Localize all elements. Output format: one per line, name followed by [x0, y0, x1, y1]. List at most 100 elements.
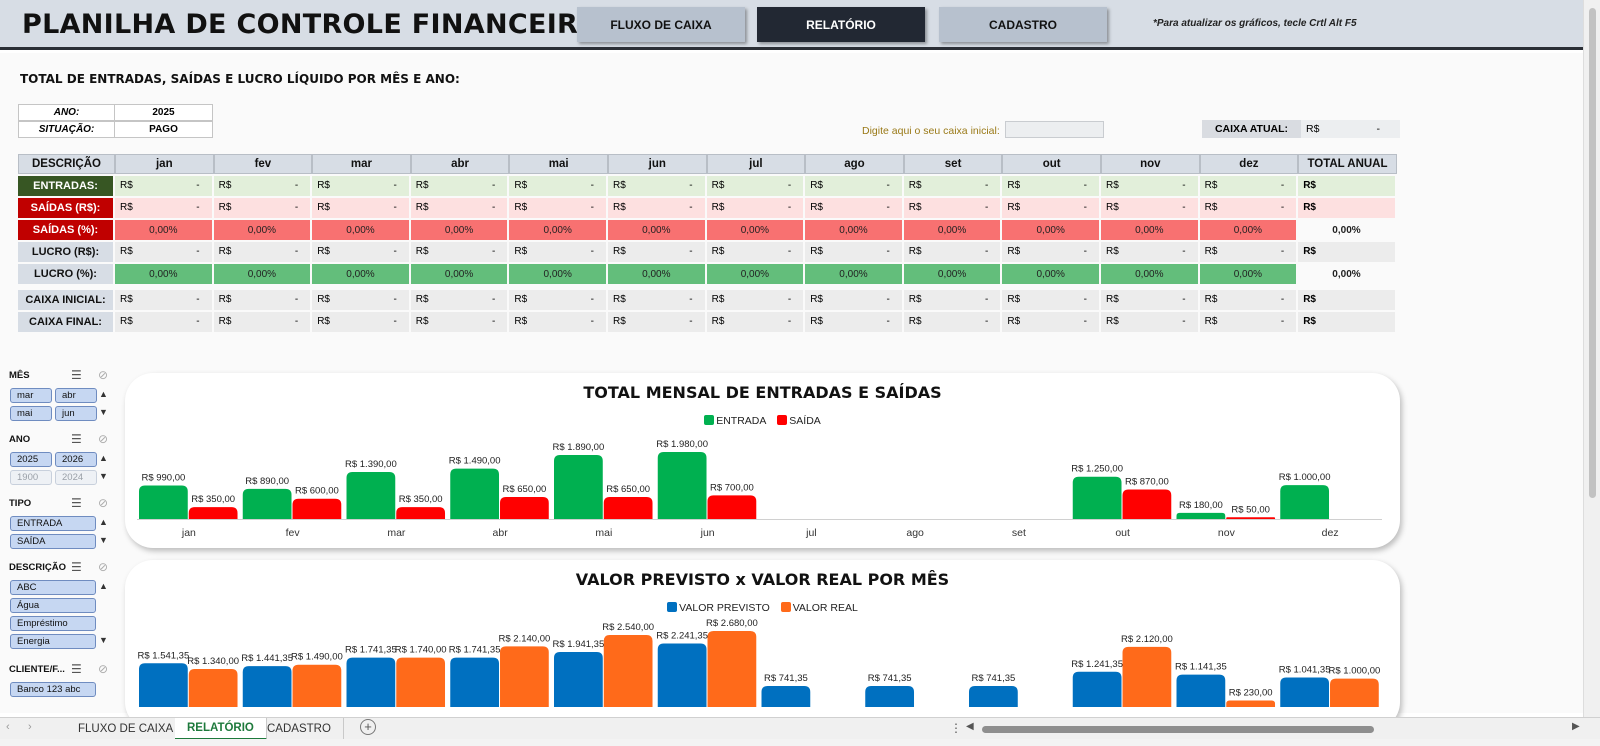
slicer-scroll-up-icon[interactable]: ▲	[99, 581, 108, 591]
slicer-item[interactable]: abr	[55, 388, 97, 403]
bar-valor-previsto-jul[interactable]	[761, 685, 811, 707]
bar-saída-jun[interactable]	[707, 495, 757, 519]
add-sheet-icon[interactable]: +	[360, 719, 376, 735]
value-cell: 0,00%	[213, 220, 311, 240]
clear-filter-icon[interactable]: ⊘	[98, 432, 109, 446]
slicer-scroll-down-icon[interactable]: ▼	[99, 471, 108, 481]
clear-filter-icon[interactable]: ⊘	[98, 496, 109, 510]
value-cell: R$ -	[608, 290, 705, 310]
slicer-item[interactable]: SAÍDA	[10, 534, 96, 549]
slicer-item[interactable]: Banco 123 abc	[10, 682, 96, 697]
bar-valor-real-mar[interactable]	[396, 657, 446, 707]
slicer-item[interactable]: Energia	[10, 634, 96, 649]
bar-entrada-mai[interactable]	[554, 455, 603, 519]
multi-select-icon[interactable]: ☰	[71, 496, 82, 510]
ano-label: ANO:	[18, 104, 115, 121]
bar-valor-previsto-jan[interactable]	[139, 663, 188, 707]
bar-saída-mai[interactable]	[603, 497, 653, 519]
multi-select-icon[interactable]: ☰	[71, 368, 82, 382]
bar-valor-previsto-dez[interactable]	[1280, 677, 1330, 707]
clear-filter-icon[interactable]: ⊘	[98, 368, 109, 382]
situacao-value[interactable]: PAGO	[115, 121, 213, 138]
slicer-item[interactable]: 2024	[55, 470, 97, 485]
slicer-item[interactable]: ENTRADA	[10, 516, 96, 531]
tab-relatorio[interactable]: RELATÓRIO	[175, 718, 267, 740]
hscroll-left-icon[interactable]: ◀	[966, 721, 974, 732]
data-label: R$ 700,00	[710, 482, 754, 493]
slicer-item[interactable]: jun	[55, 406, 97, 421]
bar-entrada-abr[interactable]	[450, 468, 500, 519]
bar-entrada-fev[interactable]	[242, 488, 292, 519]
bar-entrada-out[interactable]	[1072, 476, 1122, 519]
amount-value: -	[1182, 294, 1186, 305]
more-options-icon[interactable]: ⋮	[950, 721, 962, 735]
bar-saída-nov[interactable]	[1226, 517, 1276, 519]
hscroll-right-icon[interactable]: ▶	[1572, 721, 1580, 732]
bar-valor-real-jun[interactable]	[707, 631, 757, 707]
bar-valor-real-abr[interactable]	[500, 646, 549, 707]
bar-valor-previsto-nov[interactable]	[1176, 674, 1226, 707]
bar-saída-jan[interactable]	[188, 507, 238, 519]
value-cell: R$ -	[903, 290, 1001, 310]
slicer-item[interactable]: ABC	[10, 580, 96, 595]
slicer-scroll-up-icon[interactable]: ▲	[99, 389, 108, 399]
bar-valor-real-jan[interactable]	[188, 669, 238, 707]
tab-fluxo-de-caixa[interactable]: FLUXO DE CAIXA	[66, 718, 187, 740]
bar-entrada-jan[interactable]	[139, 485, 188, 520]
value-cell: 0,00%	[1101, 264, 1198, 284]
slicer-scroll-down-icon[interactable]: ▼	[99, 535, 108, 545]
slicer-item[interactable]: Água	[10, 598, 96, 613]
bar-valor-previsto-mar[interactable]	[346, 657, 396, 707]
slicer-item[interactable]: mai	[10, 406, 52, 421]
bar-valor-previsto-jun[interactable]	[657, 643, 707, 707]
slicer-scroll-down-icon[interactable]: ▼	[99, 407, 108, 417]
slicer-scroll-up-icon[interactable]: ▲	[99, 453, 108, 463]
currency-symbol: R$	[1106, 180, 1119, 191]
header-month-jul: jul	[706, 154, 806, 174]
bar-valor-previsto-set[interactable]	[969, 685, 1018, 707]
slicer-scroll-down-icon[interactable]: ▼	[99, 635, 108, 645]
nav-relatorio-button[interactable]: RELATÓRIO	[757, 7, 925, 42]
value-cell: R$ -	[213, 290, 311, 310]
bar-valor-real-nov[interactable]	[1226, 700, 1276, 707]
tab-scroll-left-icon[interactable]: ‹	[6, 721, 10, 733]
caixa-inicial-input[interactable]	[1005, 121, 1104, 138]
slicer-item[interactable]: 2026	[55, 452, 97, 467]
bar-saída-fev[interactable]	[292, 498, 342, 519]
bar-saída-out[interactable]	[1122, 489, 1172, 519]
slicer-item[interactable]: mar	[10, 388, 52, 403]
clear-filter-icon[interactable]: ⊘	[98, 662, 109, 676]
bar-valor-real-mai[interactable]	[603, 634, 653, 707]
bar-entrada-jun[interactable]	[657, 452, 707, 519]
horizontal-scroll-thumb[interactable]	[982, 726, 1374, 733]
bar-entrada-dez[interactable]	[1280, 485, 1330, 519]
slicer-scroll-up-icon[interactable]: ▲	[99, 517, 108, 527]
bar-valor-previsto-abr[interactable]	[450, 657, 500, 707]
bar-valor-real-out[interactable]	[1122, 646, 1172, 707]
ano-value[interactable]: 2025	[115, 104, 213, 121]
bar-saída-abr[interactable]	[500, 497, 549, 519]
clear-filter-icon[interactable]: ⊘	[98, 560, 109, 574]
bar-valor-real-dez[interactable]	[1330, 678, 1379, 707]
bar-entrada-nov[interactable]	[1176, 512, 1226, 519]
nav-cadastro-button[interactable]: CADASTRO	[939, 7, 1107, 42]
nav-fluxo-de-caixa-button[interactable]: FLUXO DE CAIXA	[577, 7, 745, 42]
bar-valor-previsto-mai[interactable]	[554, 651, 603, 707]
slicer-item[interactable]: Empréstimo	[10, 616, 96, 631]
currency-symbol: R$	[1204, 294, 1218, 305]
bar-valor-real-fev[interactable]	[292, 664, 342, 707]
slicer-item[interactable]: 1900	[10, 470, 52, 485]
bar-saída-mar[interactable]	[396, 507, 446, 519]
tab-scroll-right-icon[interactable]: ›	[28, 721, 32, 733]
bar-valor-previsto-out[interactable]	[1072, 671, 1122, 707]
bar-valor-previsto-fev[interactable]	[242, 666, 292, 707]
slicer-item[interactable]: 2025	[10, 452, 52, 467]
bar-entrada-mar[interactable]	[346, 471, 396, 519]
multi-select-icon[interactable]: ☰	[71, 432, 82, 446]
vertical-scrollbar[interactable]	[1583, 0, 1600, 717]
vertical-scroll-thumb[interactable]	[1589, 8, 1596, 498]
tab-cadastro[interactable]: CADASTRO	[255, 718, 344, 740]
multi-select-icon[interactable]: ☰	[71, 560, 82, 574]
multi-select-icon[interactable]: ☰	[71, 662, 82, 676]
bar-valor-previsto-ago[interactable]	[865, 685, 915, 707]
